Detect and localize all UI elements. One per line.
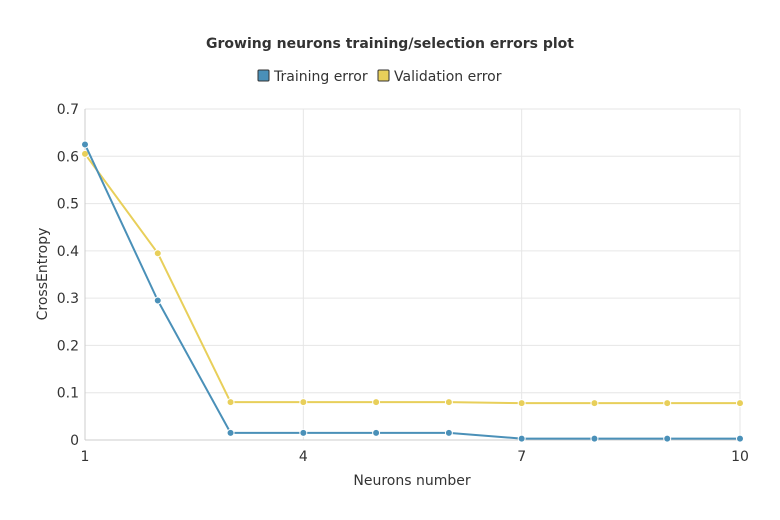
y-tick-label: 0.6 <box>57 149 79 165</box>
data-point-training[interactable] <box>590 434 599 443</box>
data-point-training[interactable] <box>663 434 672 443</box>
data-point-training[interactable] <box>517 434 526 443</box>
x-tick-label: 1 <box>81 449 90 465</box>
data-point-training[interactable] <box>736 434 744 443</box>
legend: Training error Validation error <box>257 69 502 85</box>
data-point-validation[interactable] <box>372 398 381 407</box>
legend-item-training[interactable]: Training error <box>257 69 368 85</box>
data-point-validation[interactable] <box>153 249 162 258</box>
x-tick-label: 7 <box>517 449 526 465</box>
data-point-training[interactable] <box>153 296 162 305</box>
legend-label-validation: Validation error <box>394 69 502 85</box>
data-point-validation[interactable] <box>226 398 235 407</box>
series-training <box>81 140 744 443</box>
data-point-training[interactable] <box>444 428 453 437</box>
y-tick-label: 0 <box>70 433 79 449</box>
y-tick-label: 0.1 <box>57 386 79 402</box>
data-point-validation[interactable] <box>590 399 599 408</box>
y-tick-label: 0.4 <box>57 244 79 260</box>
y-tick-label: 0.2 <box>57 338 79 354</box>
legend-label-training: Training error <box>273 69 368 85</box>
data-point-training[interactable] <box>81 140 89 149</box>
y-tick-label: 0.5 <box>57 197 79 213</box>
legend-item-validation[interactable]: Validation error <box>377 69 502 85</box>
chart-title: Growing neurons training/selection error… <box>206 36 574 52</box>
data-point-training[interactable] <box>226 428 235 437</box>
plot-area <box>81 140 744 443</box>
data-point-validation[interactable] <box>517 399 526 408</box>
y-tick-label: 0.7 <box>57 102 79 118</box>
axes <box>84 109 740 441</box>
y-tick-label: 0.3 <box>57 291 79 307</box>
data-point-training[interactable] <box>372 428 381 437</box>
data-point-validation[interactable] <box>299 398 308 407</box>
x-tick-label: 10 <box>731 449 749 465</box>
y-axis-title: CrossEntropy <box>35 228 51 321</box>
x-axis-title: Neurons number <box>353 473 470 489</box>
series-line-training <box>84 144 740 440</box>
data-point-training[interactable] <box>299 428 308 437</box>
series-validation <box>81 149 744 408</box>
legend-swatch-validation <box>377 69 390 82</box>
data-point-validation[interactable] <box>736 399 744 408</box>
x-tick-label: 4 <box>299 449 308 465</box>
gridlines <box>84 108 741 441</box>
data-point-validation[interactable] <box>444 398 453 407</box>
legend-swatch-training <box>257 69 270 82</box>
tick-labels: 0 0.1 0.2 0.3 0.4 0.5 0.6 0.7 1 4 7 10 <box>57 102 749 465</box>
data-point-validation[interactable] <box>663 399 672 408</box>
series-line-validation <box>84 153 740 405</box>
